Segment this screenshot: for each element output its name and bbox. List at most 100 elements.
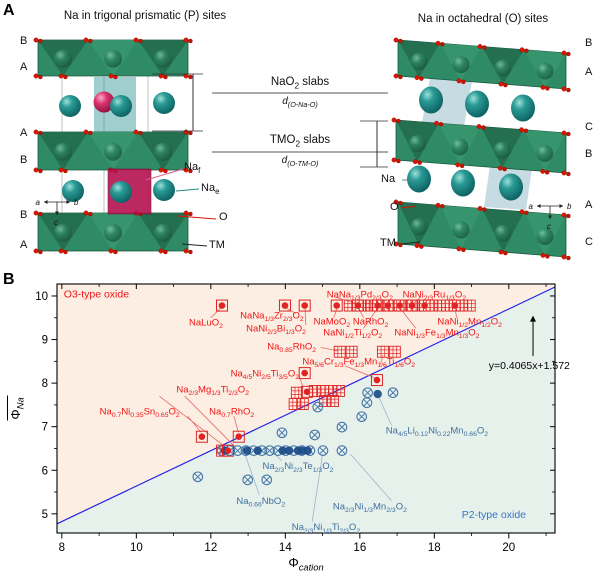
oxygen-atom bbox=[63, 249, 68, 255]
na-label-right: Na bbox=[381, 173, 396, 185]
oxygen-atom bbox=[158, 167, 164, 173]
oxygen-leader bbox=[400, 205, 417, 209]
marker-square-dot bbox=[195, 430, 208, 443]
phi-scatter-chart: 8 10 12 14 16 18 20 5 6 7 8 9 10 Φcation ΦNa O3-type ox… bbox=[7, 283, 570, 573]
oxygen-atom bbox=[188, 168, 193, 174]
d-o-na-o-label: d(O-Na-O) bbox=[282, 96, 318, 109]
oxygen-atom bbox=[398, 74, 403, 80]
marker-circle-x bbox=[313, 403, 322, 411]
compound-label: Na2/3Ni2/3Te1/3O2 bbox=[263, 461, 334, 474]
na-e-atom bbox=[153, 179, 175, 201]
oxygen-atom bbox=[561, 130, 567, 136]
oxygen-atom bbox=[163, 249, 168, 255]
oxygen-label-left: O bbox=[219, 211, 228, 223]
tm-atom bbox=[536, 62, 554, 80]
oxygen-atom bbox=[435, 40, 441, 46]
oxygen-atom bbox=[33, 167, 39, 173]
na-f-leader bbox=[145, 168, 184, 181]
compound-label: NaNi2/3Bi1/3O2 bbox=[246, 324, 306, 337]
tm-atom bbox=[154, 142, 172, 161]
label-leader-line bbox=[358, 308, 364, 318]
oxygen-atom bbox=[502, 166, 507, 172]
compound-label: Na2/3Ni1/3Mn2/3O2 bbox=[333, 501, 407, 514]
p2-region-label: P2-type oxide bbox=[462, 509, 526, 521]
oxygen-atom bbox=[540, 84, 546, 90]
tm-atom bbox=[452, 221, 470, 239]
oxygen-atom bbox=[566, 213, 571, 219]
marker-circle-x bbox=[357, 412, 366, 421]
oxygen-atom bbox=[158, 248, 164, 254]
oxygen-atom bbox=[461, 247, 466, 253]
label-leader-line bbox=[320, 347, 338, 352]
marker-circle-x bbox=[336, 421, 348, 433]
compound-label: NaNi1/2Mn1/2O2 bbox=[437, 317, 502, 330]
oxygen-atom bbox=[163, 168, 168, 174]
equation-arrowhead bbox=[530, 315, 536, 322]
y-tick-label: 8 bbox=[42, 378, 48, 390]
oxygen-atom bbox=[393, 73, 399, 79]
oxygen-atom bbox=[188, 38, 193, 44]
oxygen-atom bbox=[393, 241, 399, 247]
x-tick-label: 10 bbox=[130, 542, 143, 554]
x-tick-label: 20 bbox=[502, 542, 515, 554]
axis-c-label: c bbox=[547, 222, 551, 231]
marker-circle-x bbox=[319, 446, 327, 455]
oxygen-atom bbox=[438, 122, 444, 127]
oxygen-atom bbox=[138, 38, 143, 44]
o3-region-label: O3-type oxide bbox=[64, 288, 130, 300]
axis-tripod: a b c bbox=[529, 202, 572, 231]
oxygen-atom bbox=[566, 255, 571, 261]
marker-square-dot bbox=[298, 299, 311, 312]
marker-circle-x bbox=[261, 474, 273, 486]
marker-square-dot bbox=[370, 374, 383, 387]
label-leader-line bbox=[210, 307, 221, 319]
marker-circle-x bbox=[312, 401, 324, 413]
axis-b-label: b bbox=[567, 202, 572, 211]
marker-square-dot bbox=[224, 447, 232, 454]
oxygen-atom bbox=[477, 206, 483, 211]
marker-square-dot bbox=[300, 385, 313, 398]
oxygen-atom bbox=[188, 74, 193, 80]
marker-circle-x bbox=[317, 445, 329, 457]
oxygen-atom bbox=[419, 244, 424, 249]
marker-square-dot bbox=[448, 299, 461, 312]
oxygen-atom bbox=[38, 130, 43, 136]
p2-structure bbox=[33, 37, 217, 255]
tm-atom bbox=[54, 49, 72, 68]
oxygen-atom bbox=[419, 76, 424, 81]
compound-label: NaNi1/2Ti1/2O2 bbox=[323, 327, 382, 340]
panel-a-label: A bbox=[3, 2, 15, 19]
oxygen-atom bbox=[183, 210, 189, 216]
marker-square-dot bbox=[281, 302, 289, 309]
tm-atom bbox=[154, 49, 172, 68]
label-leader-line bbox=[233, 416, 239, 433]
oxygen-atom bbox=[561, 212, 567, 218]
oxygen-atom bbox=[183, 129, 189, 135]
oxygen-atom bbox=[434, 120, 439, 126]
tm-atom bbox=[451, 138, 469, 156]
marker-square-dot bbox=[393, 299, 406, 312]
marker-circle-x bbox=[356, 411, 368, 423]
na-atom bbox=[419, 86, 443, 114]
oxygen-atom bbox=[108, 248, 114, 254]
na-f-atom bbox=[93, 91, 115, 113]
marker-square-dot bbox=[351, 299, 364, 312]
stacking-label-right: B bbox=[585, 148, 593, 160]
oxygen-atom bbox=[33, 248, 39, 254]
oxygen-atom bbox=[545, 254, 550, 259]
y-axis-title: ΦNa bbox=[7, 395, 26, 421]
marker-square-dot bbox=[421, 302, 428, 309]
y-tick-label: 5 bbox=[42, 509, 48, 521]
oxygen-atom bbox=[417, 160, 422, 165]
marker-circle-x bbox=[192, 471, 204, 483]
axis-a-label: a bbox=[529, 202, 534, 211]
oxygen-atom bbox=[540, 252, 546, 258]
na-atom bbox=[511, 94, 535, 122]
panel-b-scatter-plot: B 8 10 12 14 16 18 20 5 6 7 8 9 10 Φcation ΦNa O3-type … bbox=[0, 270, 600, 581]
oxygen-atom bbox=[58, 167, 64, 173]
x-axis-title: Φcation bbox=[288, 555, 323, 573]
tm-atom bbox=[493, 141, 511, 159]
oxygen-atom bbox=[561, 50, 567, 56]
stacking-label-right: A bbox=[585, 199, 593, 211]
arrowhead bbox=[66, 200, 70, 204]
